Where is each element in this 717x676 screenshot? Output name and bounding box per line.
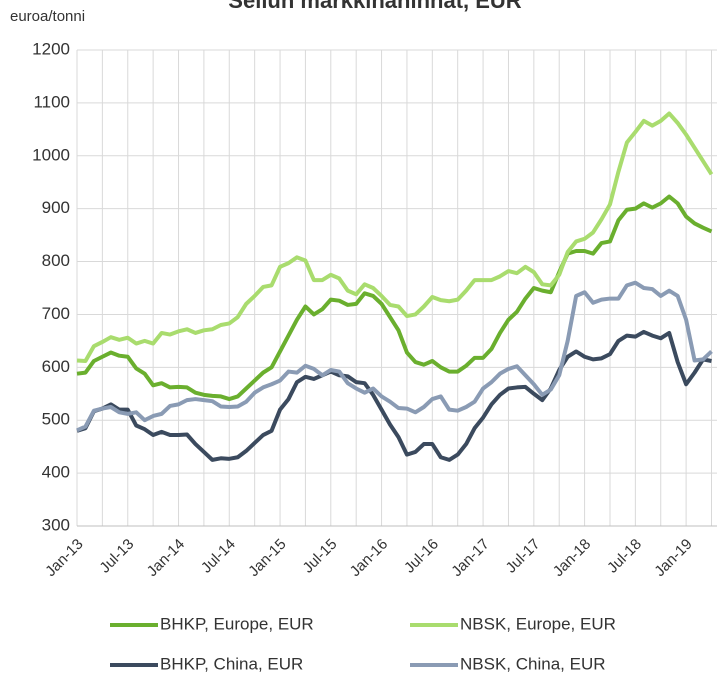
y-tick-label: 900 (42, 198, 70, 217)
y-tick-label: 1000 (32, 145, 70, 164)
x-tick-label: Jan-13 (42, 536, 86, 580)
y-tick-label: 600 (42, 357, 70, 376)
y-tick-label: 700 (42, 304, 70, 323)
series-line (76, 194, 713, 402)
x-tick-label: Jul-16 (401, 536, 442, 577)
x-tick-label: Jul-15 (300, 536, 341, 577)
legend-label: BHKP, China, EUR (160, 654, 303, 673)
x-tick-label: Jul-17 (503, 536, 544, 577)
x-tick-label: Jan-15 (245, 536, 289, 580)
x-tick-label: Jul-14 (198, 536, 239, 577)
series-line (76, 329, 712, 462)
x-tick-label: Jan-17 (448, 536, 492, 580)
series-line (76, 280, 713, 433)
y-tick-label: 300 (42, 515, 70, 534)
y-tick-label: 1200 (32, 39, 70, 58)
legend-label: BHKP, Europe, EUR (160, 614, 314, 633)
x-tick-label: Jan-19 (651, 536, 695, 580)
series-line (76, 111, 714, 363)
chart-title: Sellun markkinahinnat, EUR (228, 0, 522, 13)
x-tick-label: Jan-18 (550, 536, 594, 580)
x-tick-label: Jul-18 (604, 536, 645, 577)
y-tick-label: 800 (42, 251, 70, 270)
x-tick-label: Jan-16 (347, 536, 391, 580)
x-tick-label: Jul-13 (96, 536, 137, 577)
legend-label: NBSK, China, EUR (460, 654, 606, 673)
y-tick-label: 400 (42, 463, 70, 482)
y-tick-label: 1100 (33, 92, 70, 111)
y-tick-label: 500 (42, 410, 70, 429)
legend-label: NBSK, Europe, EUR (460, 614, 616, 633)
x-tick-label: Jan-14 (144, 536, 188, 580)
y-axis-label: euroa/tonni (10, 8, 85, 25)
